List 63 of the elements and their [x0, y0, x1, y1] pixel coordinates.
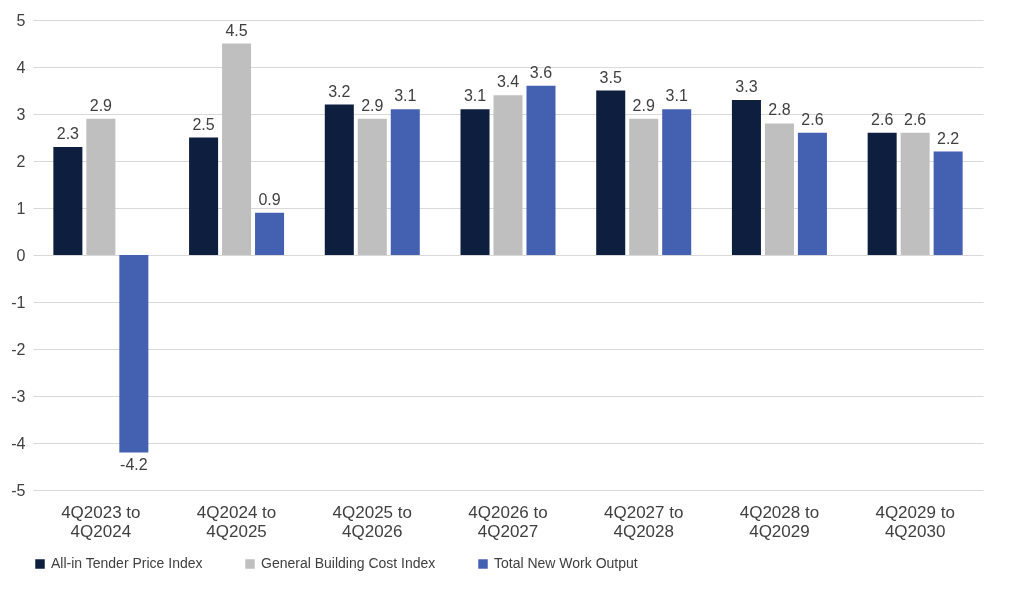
- legend-label: All-in Tender Price Index: [51, 555, 203, 571]
- data-label: 3.2: [328, 82, 351, 100]
- y-tick-label: 2: [16, 152, 26, 170]
- x-tick-label: 4Q2029 to 4Q2030: [875, 502, 955, 541]
- bar: [900, 132, 930, 255]
- x-tick-label: 4Q2028 to 4Q2029: [739, 502, 820, 541]
- data-label: 3.4: [496, 73, 520, 91]
- data-label: 3.1: [665, 87, 688, 105]
- bar: [119, 255, 149, 453]
- bar: [189, 137, 219, 255]
- y-tick-label: 0: [16, 246, 26, 264]
- data-label: 2.2: [937, 129, 960, 147]
- bar: [596, 90, 626, 255]
- data-label: 2.9: [632, 96, 655, 114]
- bar: [324, 104, 354, 255]
- data-label: 0.9: [258, 190, 281, 208]
- bar: [731, 99, 761, 255]
- y-tick-label: -4: [11, 434, 26, 452]
- data-label: 2.9: [361, 96, 384, 114]
- bar: [764, 123, 794, 255]
- x-tick-label: 4Q2024 to 4Q2025: [196, 502, 277, 541]
- y-tick-label: 3: [16, 105, 26, 123]
- x-tick-label: 4Q2023 to 4Q2024: [61, 502, 141, 541]
- y-tick-label: -1: [11, 293, 26, 311]
- data-label: 2.5: [192, 115, 215, 133]
- data-label: 3.3: [735, 77, 758, 95]
- data-label: 4.5: [225, 21, 248, 39]
- y-tick-label: 5: [16, 11, 26, 29]
- bar: [222, 43, 252, 255]
- data-label: 3.6: [529, 63, 553, 81]
- legend-label: Total New Work Output: [494, 555, 638, 571]
- x-tick-label: 4Q2027 to 4Q2028: [604, 502, 684, 541]
- data-label: 3.1: [463, 87, 487, 105]
- data-label: 3.5: [599, 68, 622, 86]
- legend-label: General Building Cost Index: [261, 555, 436, 571]
- bar: [629, 118, 659, 255]
- bar: [86, 118, 116, 255]
- data-label: 3.1: [394, 87, 417, 105]
- data-label: 2.6: [904, 110, 927, 128]
- bar: [460, 109, 490, 255]
- bar: [662, 109, 692, 255]
- bar: [933, 151, 963, 255]
- x-tick-label: 4Q2026 to 4Q2027: [468, 502, 548, 541]
- data-label: 2.8: [768, 101, 791, 119]
- bar: [493, 95, 523, 255]
- bar: [357, 118, 387, 255]
- data-label: 2.6: [871, 110, 894, 128]
- y-tick-label: -5: [11, 481, 26, 499]
- bar: [526, 85, 556, 255]
- bar: [255, 212, 285, 255]
- x-tick-label: 4Q2025 to 4Q2026: [332, 502, 412, 541]
- y-tick-label: 4: [16, 58, 26, 76]
- data-label: 2.3: [56, 124, 80, 142]
- y-tick-label: -3: [11, 387, 26, 405]
- data-label: 2.6: [801, 110, 824, 128]
- bar: [390, 109, 420, 255]
- y-tick-label: -2: [11, 340, 26, 358]
- bar: [797, 132, 827, 255]
- bar: [53, 146, 83, 255]
- data-label: 2.9: [89, 96, 113, 114]
- y-tick-label: 1: [16, 199, 26, 217]
- data-label: -4.2: [120, 456, 148, 474]
- bar: [867, 132, 897, 255]
